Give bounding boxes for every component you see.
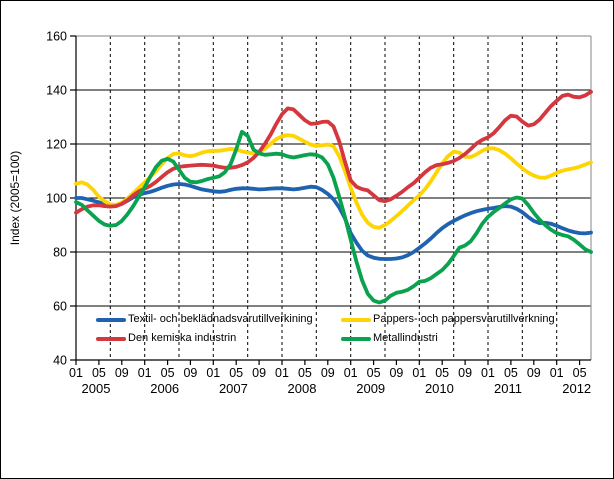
svg-text:2005: 2005	[82, 381, 111, 396]
legend-label-textil: Textil- och beklädnadsvarutillverkining	[128, 313, 313, 325]
svg-text:140: 140	[46, 84, 67, 98]
legend-item-pappers: Pappers- och pappersvarutillverkning	[341, 314, 555, 325]
svg-text:05: 05	[435, 366, 449, 380]
svg-text:05: 05	[92, 366, 106, 380]
svg-text:09: 09	[115, 366, 129, 380]
svg-text:09: 09	[458, 366, 472, 380]
svg-text:80: 80	[53, 246, 67, 260]
svg-text:05: 05	[573, 366, 587, 380]
legend-label-pappers: Pappers- och pappersvarutillverkning	[373, 313, 555, 325]
legend-item-metall: Metallindustri	[341, 333, 555, 344]
y-axis: 40 60 80 100 120 140 160	[46, 30, 76, 368]
svg-text:40: 40	[53, 354, 67, 368]
svg-text:120: 120	[46, 138, 67, 152]
svg-text:01: 01	[550, 366, 564, 380]
svg-text:2012: 2012	[562, 381, 591, 396]
svg-text:09: 09	[389, 366, 403, 380]
series-lines	[74, 90, 593, 305]
svg-text:2009: 2009	[356, 381, 385, 396]
svg-text:01: 01	[138, 366, 152, 380]
svg-text:2011: 2011	[494, 381, 522, 396]
legend-item-kemiska: Den kemiska industrin	[96, 333, 341, 344]
legend-swatch-kemiska	[96, 336, 126, 341]
series-line-1	[74, 133, 593, 230]
y-axis-title: Index (2005=100)	[8, 150, 22, 246]
svg-text:09: 09	[527, 366, 541, 380]
svg-text:60: 60	[53, 300, 67, 314]
svg-text:01: 01	[275, 366, 289, 380]
svg-text:09: 09	[321, 366, 335, 380]
svg-text:05: 05	[229, 366, 243, 380]
svg-text:2010: 2010	[425, 381, 454, 396]
legend-swatch-textil	[96, 317, 126, 322]
svg-text:160: 160	[46, 30, 67, 44]
svg-text:01: 01	[412, 366, 426, 380]
svg-text:05: 05	[298, 366, 312, 380]
svg-text:01: 01	[69, 366, 83, 380]
svg-text:2007: 2007	[219, 381, 248, 396]
svg-text:2006: 2006	[150, 381, 179, 396]
svg-text:01: 01	[206, 366, 220, 380]
legend-label-kemiska: Den kemiska industrin	[128, 332, 237, 344]
svg-text:05: 05	[504, 366, 518, 380]
svg-text:01: 01	[481, 366, 495, 380]
svg-text:01: 01	[344, 366, 358, 380]
legend-label-metall: Metallindustri	[373, 332, 438, 344]
legend-swatch-pappers	[341, 317, 371, 322]
series-line-2	[74, 90, 593, 215]
svg-text:09: 09	[183, 366, 197, 380]
svg-text:09: 09	[252, 366, 266, 380]
svg-text:05: 05	[367, 366, 381, 380]
svg-text:05: 05	[161, 366, 175, 380]
svg-text:2008: 2008	[288, 381, 317, 396]
svg-text:100: 100	[46, 192, 67, 206]
chart-legend: Textil- och beklädnadsvarutillverkining …	[96, 310, 555, 348]
series-line-0	[74, 182, 593, 261]
legend-swatch-metall	[341, 336, 371, 341]
legend-item-textil: Textil- och beklädnadsvarutillverkining	[96, 314, 341, 325]
series-line-3	[74, 129, 593, 305]
